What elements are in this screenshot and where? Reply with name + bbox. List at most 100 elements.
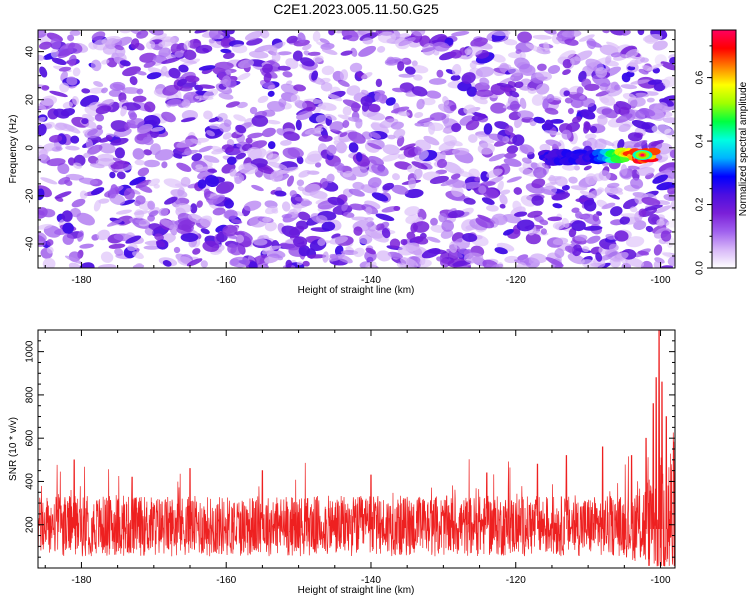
heatmap-cell [150,126,165,132]
heatmap-cell [38,148,48,161]
heatmap-cell [123,188,135,200]
heatmap-cell [71,198,86,208]
heatmap-cell [143,114,161,127]
heatmap-cell [465,119,480,131]
snr-series-line [38,330,675,567]
heatmap-cell [398,153,407,160]
heatmap-cell [393,205,401,212]
heatmap-cell [120,30,131,34]
heatmap-cell [129,176,146,186]
heatmap-cell [543,130,562,136]
heatmap-cell [264,221,277,232]
heatmap-cell [325,113,337,121]
heatmap-cell [539,143,551,152]
heatmap-cell [266,119,281,125]
heatmap-cell [296,179,305,187]
heatmap-cell [399,143,417,151]
heatmap-cell [585,133,597,140]
heatmap-cell [180,176,191,187]
heatmap-cell [333,162,346,171]
heatmap-cell [190,203,198,214]
heatmap-cell [132,95,147,103]
heatmap-cell [160,65,168,76]
heatmap-cell [247,132,264,139]
heatmap-cell [620,84,638,90]
heatmap-cell [593,257,606,268]
heatmap-cell [597,114,608,126]
heatmap-cell [398,33,410,39]
heatmap-cell [491,54,506,63]
heatmap-cell [533,167,547,179]
heatmap-cell [451,123,462,133]
heatmap-cell [119,60,131,67]
heatmap-cell [281,201,291,212]
heatmap-cell [245,137,253,144]
heatmap-cell [87,128,98,136]
heatmap-cell [177,219,195,231]
heatmap-cell [377,31,396,44]
heatmap-cell [490,102,507,114]
heatmap-cell [545,139,562,147]
heatmap-cell [562,69,571,76]
heatmap-cell [72,95,79,106]
colorbar-label: Normalized spectral amplitude [738,81,749,216]
heatmap-cell [309,190,328,199]
heatmap-cell [583,165,592,171]
heatmap-cell [265,249,286,259]
heatmap-cell [573,165,580,171]
heatmap-x-axis-label: Height of straight line (km) [298,285,415,296]
heatmap-cell [475,89,494,98]
heatmap-cell [355,118,363,129]
heatmap-cell [72,67,81,77]
heatmap-cell [293,203,302,215]
heatmap-cell [133,210,149,215]
heatmap-cell [230,256,251,268]
heatmap-cell [101,35,121,45]
heatmap-cell [582,246,590,253]
heatmap-cell [93,199,101,212]
colorbar-tick-label: 0.4 [695,134,706,148]
heatmap-cell [341,30,359,42]
heatmap-cell [227,243,237,254]
heatmap-cell [361,102,370,112]
heatmap-cell [267,90,275,97]
heatmap-cell [136,30,149,39]
heatmap-cell [504,125,514,136]
heatmap-cell [83,152,91,158]
heatmap-cell [486,204,499,212]
heatmap-cell [586,235,601,244]
heatmap-cell [567,108,574,115]
heatmap-cell [400,238,408,246]
heatmap-cell [601,202,616,210]
heatmap-cell [143,159,160,168]
heatmap-cell [41,85,50,91]
y-tick-label: 1000 [25,340,36,363]
heatmap-cell [176,138,196,149]
heatmap-cell [496,82,514,89]
heatmap-cell [561,164,576,171]
heatmap-cell [88,87,105,94]
heatmap-cell [628,59,639,68]
heatmap-cell [576,86,584,95]
heatmap-cell [346,85,361,96]
heatmap-cell [404,66,416,75]
heatmap-cell [174,50,184,58]
heatmap-cell [525,43,544,53]
heatmap-cell [422,43,436,56]
heatmap-cell [559,50,576,61]
heatmap-cell [392,173,400,181]
heatmap-cell [602,30,610,34]
heatmap-cell [146,72,162,80]
heatmap-cell [57,48,72,59]
heatmap-cell [531,195,544,206]
x-tick-label: -160 [216,575,236,586]
heatmap-cell [645,225,654,233]
heatmap-cell [307,51,321,56]
heatmap-cell [267,84,275,90]
heatmap-cell [229,168,237,177]
heatmap-cell [635,92,649,98]
heatmap-cell [134,159,146,166]
heatmap-cell [298,245,310,257]
heatmap-cell [252,254,269,265]
